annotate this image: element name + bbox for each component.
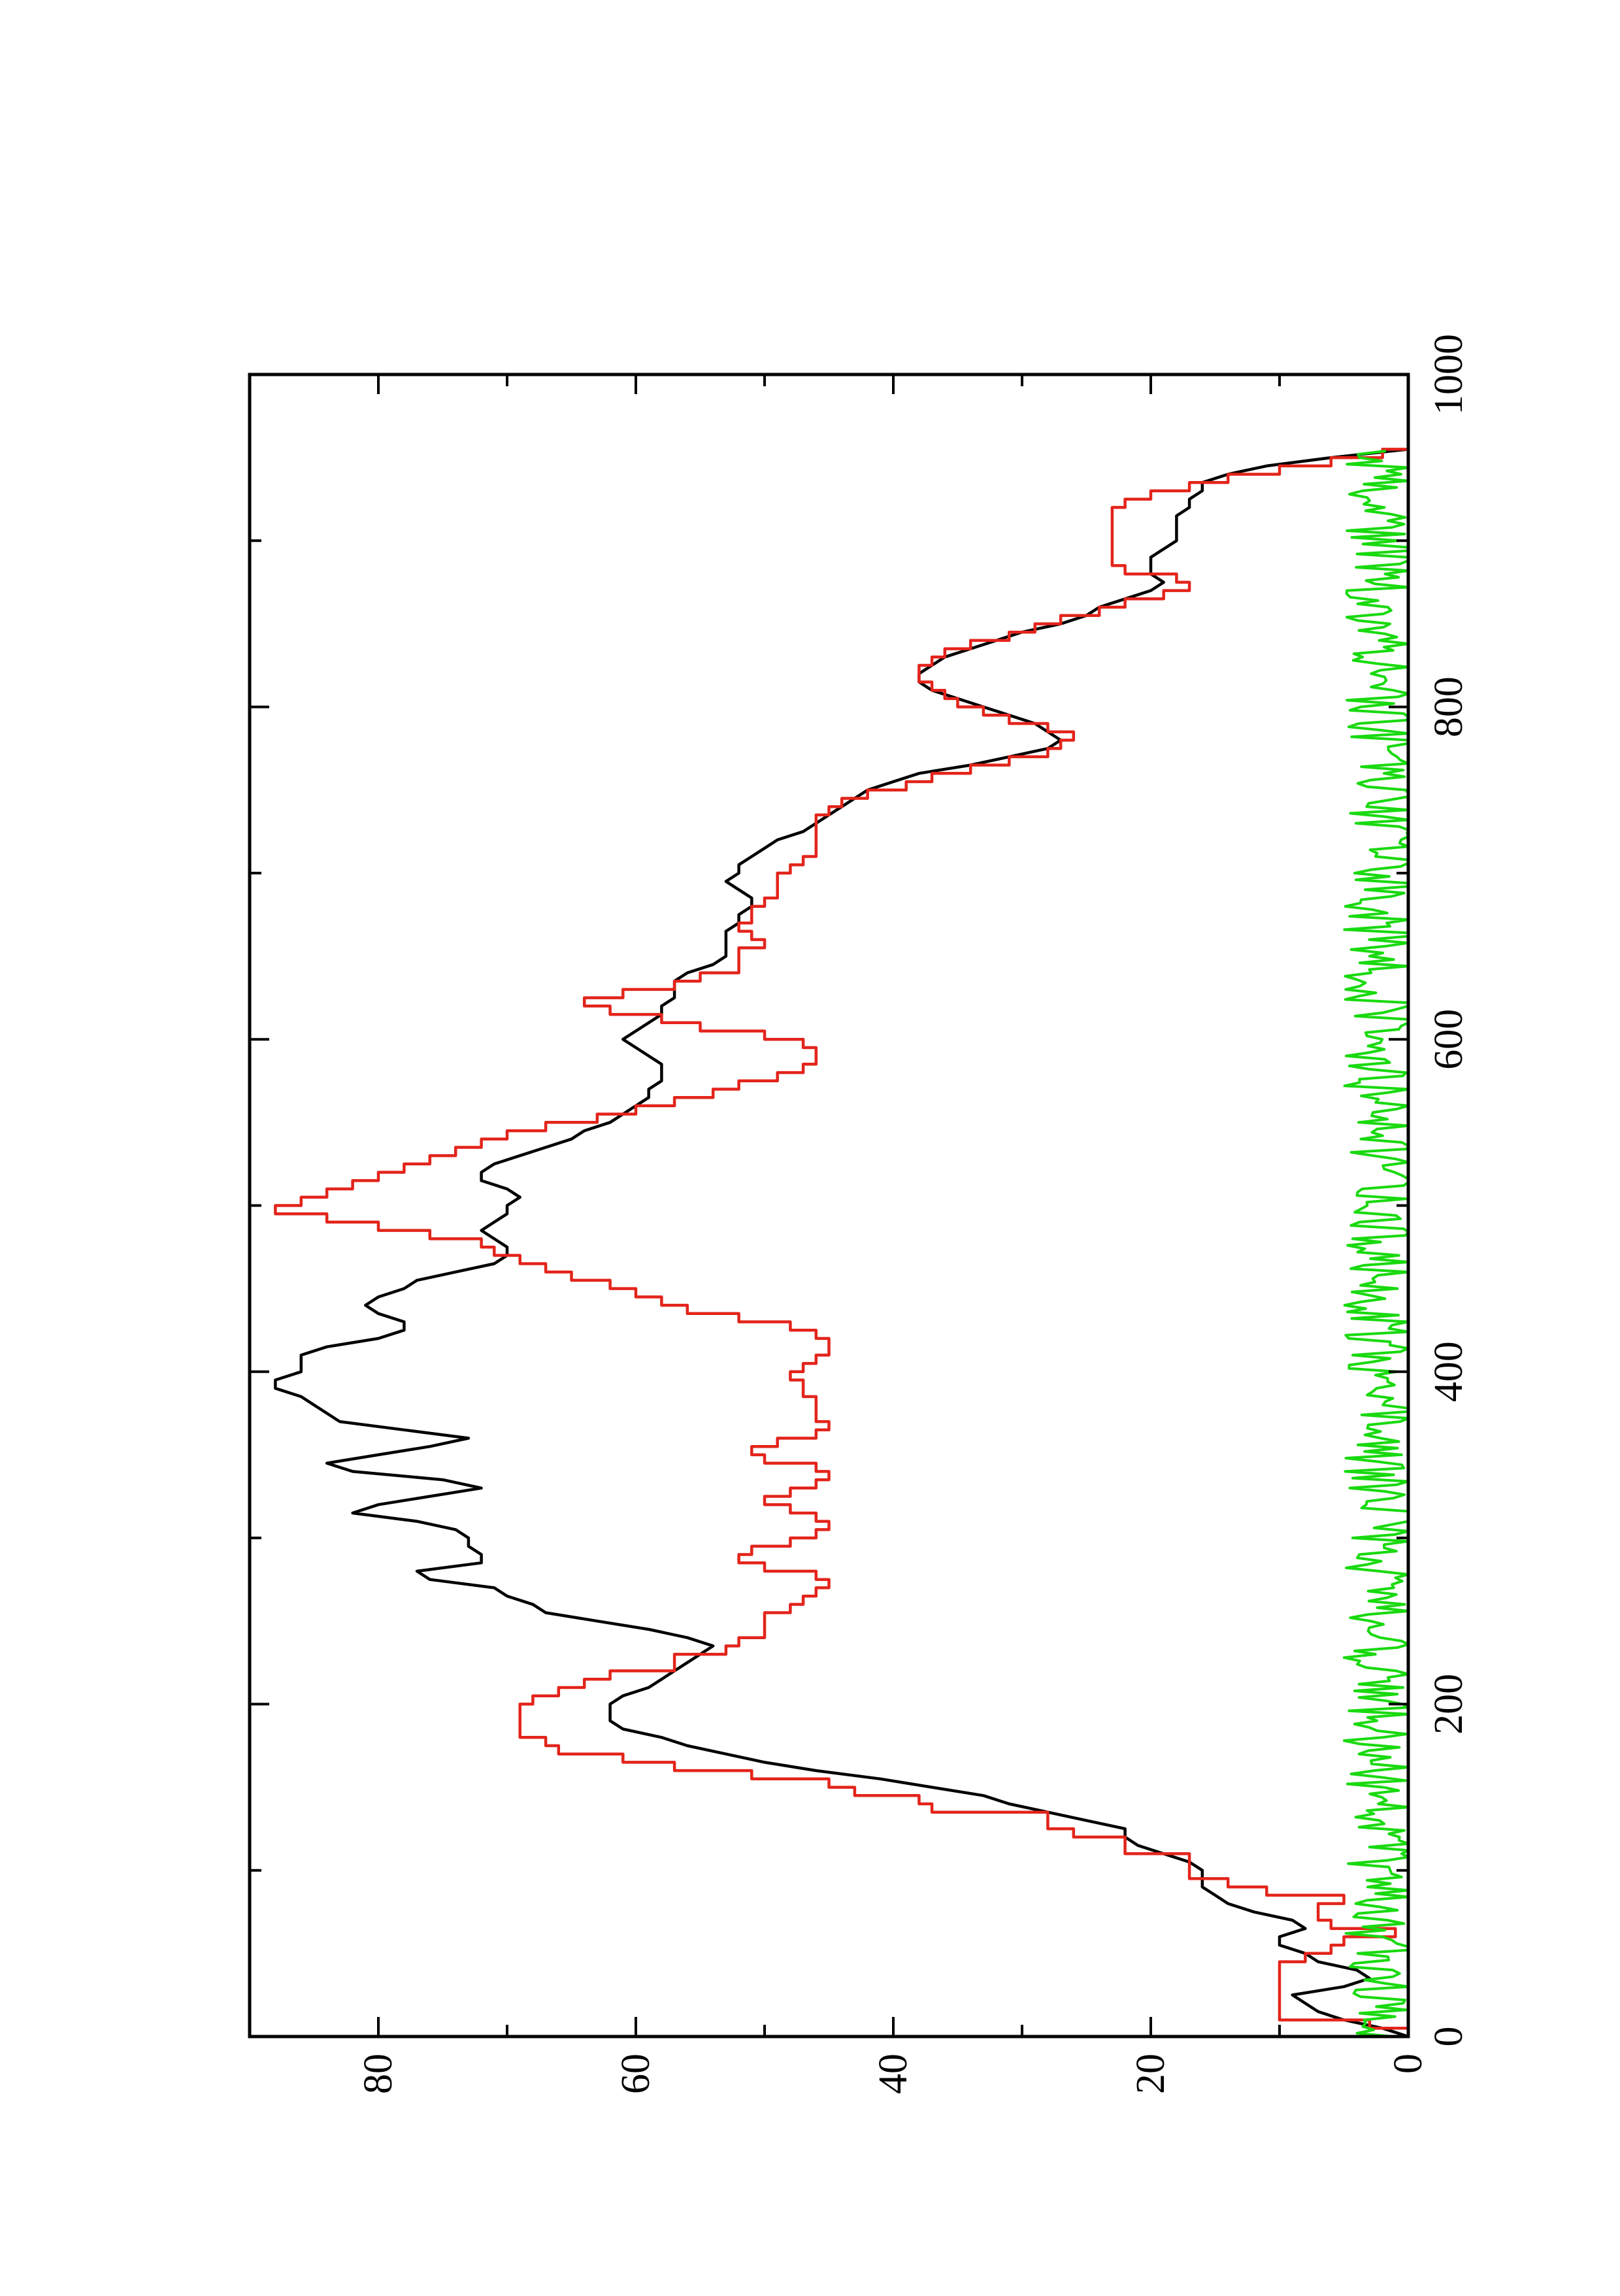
y-tick-label: 40 [871,2054,916,2094]
x-tick-label: 600 [1427,1009,1471,1070]
tick-label-layer: 0 200 400 600 800 1000 0 20 40 60 80 [356,334,1471,2094]
y-tick-label: 60 [614,2054,658,2094]
tick-layer [248,373,1410,2038]
y-tick-label: 80 [356,2054,401,2094]
x-tick-label: 400 [1427,1341,1471,1402]
x-tick-label: 0 [1427,2027,1471,2047]
series-layer [274,448,1410,2038]
x-tick-label: 800 [1427,676,1471,737]
series-line-3 [1342,450,1410,2038]
x-tick-label: 1000 [1427,334,1471,415]
x-tick-label: 200 [1427,1674,1471,1735]
y-tick-label: 20 [1129,2054,1173,2094]
series-line-2 [274,448,1410,2037]
y-tick-label: 0 [1386,2054,1430,2074]
